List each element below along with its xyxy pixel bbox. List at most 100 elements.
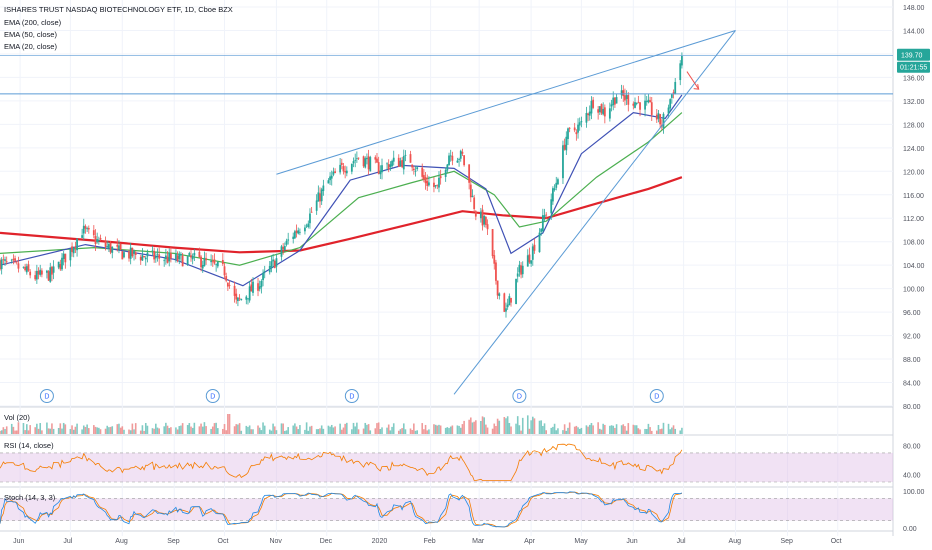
volume-bar xyxy=(481,416,484,434)
candle-body xyxy=(104,241,107,247)
price-tick-label: 108.00 xyxy=(903,240,925,247)
volume-bar xyxy=(498,420,501,434)
candle-body xyxy=(260,281,263,288)
candle-body xyxy=(52,266,55,273)
rsi-label[interactable]: RSI (14, close) xyxy=(4,441,54,450)
volume-bar xyxy=(94,426,97,434)
candle-body xyxy=(352,161,355,164)
candle-body xyxy=(506,304,509,308)
volume-bar xyxy=(201,426,204,434)
volume-bar xyxy=(29,425,31,434)
volume-bar xyxy=(552,426,554,434)
volume-bar xyxy=(625,430,628,434)
candle-body xyxy=(391,160,393,167)
candle-body xyxy=(223,266,226,276)
volume-bar xyxy=(188,423,191,434)
volume-bar xyxy=(471,422,474,434)
candle-body xyxy=(505,308,507,312)
candle-body xyxy=(495,262,497,281)
volume-bar xyxy=(247,426,249,434)
volume-bar xyxy=(532,416,534,434)
volume-bar xyxy=(672,425,675,434)
volume-bar xyxy=(392,423,395,434)
time-tick-label: Oct xyxy=(831,538,842,545)
time-axis[interactable]: Jun Jul Aug Sep Oct Nov Dec 2020 Feb Mar Apr May Jun… xyxy=(13,538,842,545)
candle-body xyxy=(82,225,85,234)
volume-bar xyxy=(503,416,506,434)
volume-bar xyxy=(2,427,5,434)
volume-bar xyxy=(543,423,546,434)
legend-ema50[interactable]: EMA (50, close) xyxy=(4,30,57,39)
volume-bar xyxy=(597,422,599,434)
dividend-icon-label: D xyxy=(210,394,215,401)
volume-bar xyxy=(41,430,43,434)
candle-body xyxy=(158,254,161,259)
volume-bar xyxy=(495,425,497,434)
volume-bar xyxy=(446,427,449,434)
candle-body xyxy=(81,235,83,238)
candle-body xyxy=(319,193,321,202)
candle-body xyxy=(146,252,149,257)
candle-body xyxy=(444,170,447,177)
candle-body xyxy=(25,266,28,273)
candle-body xyxy=(245,296,248,300)
candle-body xyxy=(299,231,301,233)
volume-bar xyxy=(449,426,452,434)
volume-bar xyxy=(409,428,412,434)
countdown-badge xyxy=(897,61,930,73)
volume-bar xyxy=(322,428,325,434)
volume-bar xyxy=(22,423,25,434)
volume-bar xyxy=(81,429,83,434)
volume-bar xyxy=(93,425,95,434)
dividend-icon xyxy=(512,389,527,403)
volume-bar xyxy=(356,422,358,434)
volume-bar xyxy=(553,423,556,434)
volume-bar xyxy=(317,429,320,434)
volume-bar xyxy=(377,422,380,434)
candle-body xyxy=(119,243,122,250)
volume-bar xyxy=(342,427,345,434)
candle-body xyxy=(434,185,437,187)
candle-body xyxy=(592,99,595,108)
candle-body xyxy=(181,255,184,267)
candle-body xyxy=(221,259,224,265)
price-axis[interactable]: 148.00144.00140.00136.00132.00128.00124.… xyxy=(903,5,925,411)
candle-body xyxy=(602,108,605,115)
volume-bar xyxy=(413,423,415,434)
volume-bar xyxy=(540,420,542,434)
candle-body xyxy=(503,293,506,312)
volume-bar xyxy=(366,424,368,434)
volume-bar xyxy=(550,427,553,434)
volume-bar xyxy=(542,425,544,434)
legend-ema20[interactable]: EMA (20, close) xyxy=(4,42,57,51)
volume-bar xyxy=(258,427,261,434)
volume-bar xyxy=(203,422,206,434)
candle-body xyxy=(247,298,249,300)
candle-body xyxy=(72,247,75,254)
candle-body xyxy=(180,253,182,256)
candle-body xyxy=(526,255,529,267)
candle-body xyxy=(320,189,323,202)
candle-body xyxy=(540,228,543,232)
stoch-label[interactable]: Stoch (14, 3, 3) xyxy=(4,493,56,502)
candle-body xyxy=(563,144,566,150)
candle-body xyxy=(129,247,132,259)
volume-bar xyxy=(655,430,658,434)
legend-ema200[interactable]: EMA (200, close) xyxy=(4,18,62,27)
trendline-drawings[interactable] xyxy=(0,29,893,395)
candle-body xyxy=(659,114,662,125)
volume-bar xyxy=(538,420,541,434)
candle-body xyxy=(111,246,114,253)
candle-body xyxy=(622,90,625,97)
candle-body xyxy=(531,246,534,260)
volume-bar xyxy=(59,423,62,434)
volume-bar xyxy=(268,429,271,434)
volume-label[interactable]: Vol (20) xyxy=(4,413,30,422)
candle-body xyxy=(615,97,618,104)
volume-bar xyxy=(307,430,310,434)
candlestick-series xyxy=(0,52,683,318)
rsi-tick-label: 80.00 xyxy=(903,444,921,451)
volume-bar xyxy=(123,429,125,434)
candle-body xyxy=(275,258,278,267)
